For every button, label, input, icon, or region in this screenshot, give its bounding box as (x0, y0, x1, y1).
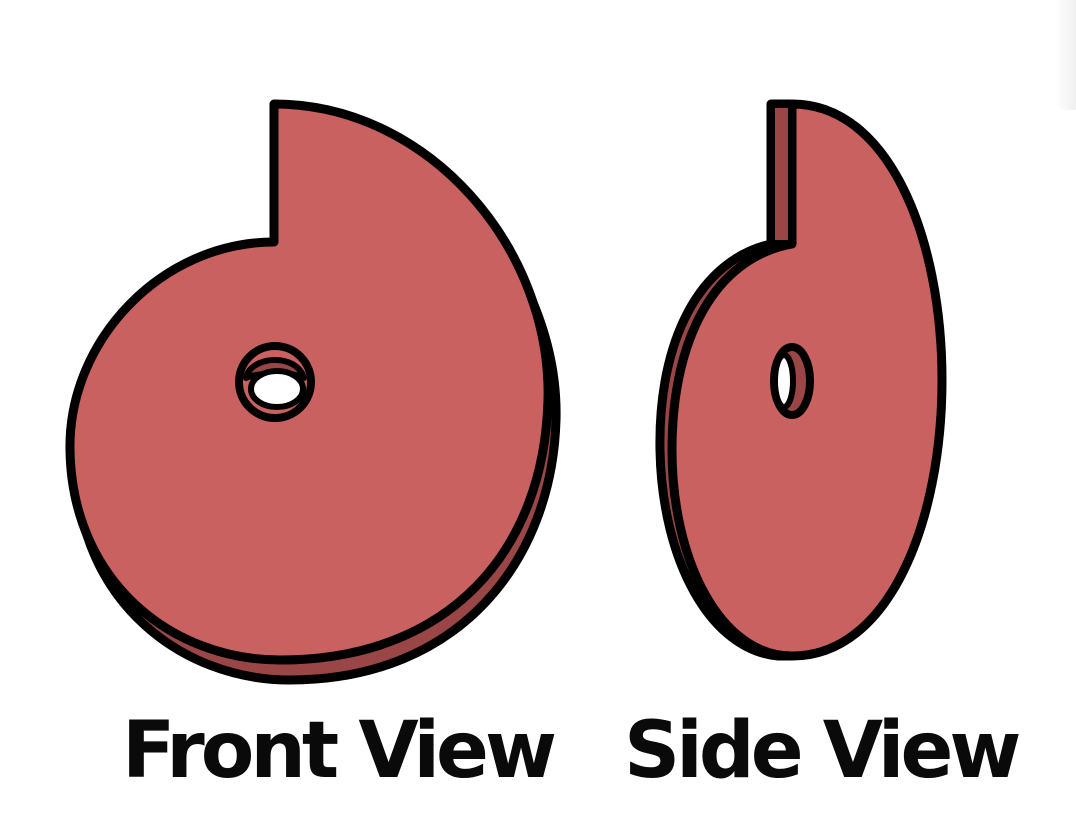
side-shaft-hole (772, 352, 796, 410)
side-cam-notch (767, 100, 796, 248)
front-view-cam (65, 99, 561, 685)
front-shaft-hole (248, 368, 306, 410)
front-view-caption: Front View (122, 706, 557, 796)
side-view-caption: Side View (624, 706, 1021, 796)
page-corner-shadow (1054, 0, 1076, 110)
side-view-cam (655, 99, 947, 661)
